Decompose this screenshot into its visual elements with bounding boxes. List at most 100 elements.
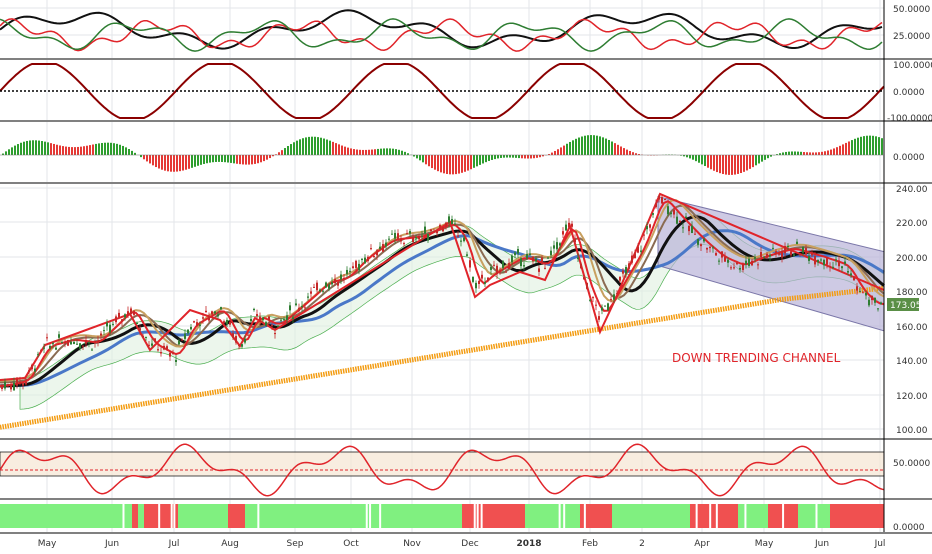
- candle-body: [505, 272, 507, 273]
- macd-bar: [368, 150, 370, 155]
- macd-bar: [158, 155, 160, 169]
- candle-body: [187, 330, 189, 334]
- macd-bar: [611, 142, 613, 155]
- macd-bar: [203, 155, 205, 164]
- macd-bar: [14, 146, 16, 155]
- macd-bar: [764, 155, 766, 160]
- macd-bar: [200, 155, 202, 165]
- candle-body: [115, 316, 117, 322]
- trend-gap: [563, 504, 565, 528]
- macd-bar: [296, 141, 298, 155]
- candle-body: [640, 251, 642, 252]
- candle-body: [454, 223, 456, 224]
- candle-body: [349, 271, 351, 272]
- macd-bar: [323, 139, 325, 155]
- macd-bar: [125, 147, 127, 155]
- macd-bar: [518, 155, 520, 158]
- candle-body: [124, 314, 126, 317]
- candle-body: [28, 370, 30, 372]
- price-tick-label: 200.00: [896, 254, 928, 264]
- macd-bar: [785, 152, 787, 155]
- candle-body: [421, 236, 423, 237]
- candle-body: [697, 239, 699, 245]
- candle-body: [688, 226, 690, 231]
- macd-bar: [860, 137, 862, 155]
- price-tick-label: 160.00: [896, 323, 928, 333]
- candle-body: [664, 199, 666, 200]
- candle-body: [163, 346, 165, 350]
- candle-body: [235, 336, 237, 343]
- price-tick-label: 240.00: [896, 185, 928, 195]
- macd-bar: [758, 155, 760, 163]
- candle-body: [253, 309, 255, 310]
- x-tick-label: Jul: [168, 539, 180, 549]
- macd-bar: [80, 147, 82, 155]
- macd-bar: [161, 155, 163, 170]
- macd-bar: [245, 155, 247, 165]
- candle-body: [583, 277, 585, 279]
- candle-body: [847, 271, 849, 273]
- candle-body: [67, 340, 69, 346]
- candle-body: [649, 224, 651, 227]
- macd-bar: [356, 150, 358, 155]
- macd-bar: [704, 155, 706, 166]
- candle-body: [247, 335, 249, 336]
- macd-bar: [719, 155, 721, 173]
- macd-bar: [506, 155, 508, 158]
- candle-body: [19, 382, 21, 383]
- candle-body: [532, 257, 534, 262]
- macd-bar: [866, 136, 868, 155]
- macd-bar: [449, 155, 451, 174]
- candle-body: [670, 213, 672, 214]
- candle-body: [286, 315, 288, 320]
- candle-body: [337, 282, 339, 286]
- candle-body: [466, 254, 468, 256]
- candle-body: [391, 234, 393, 235]
- macd-bar: [182, 155, 184, 171]
- macd-bar: [686, 155, 688, 157]
- macd-bar: [170, 155, 172, 172]
- macd-bar: [422, 155, 424, 162]
- candle-body: [346, 270, 348, 274]
- candle-body: [742, 264, 744, 270]
- candle-body: [610, 299, 612, 300]
- candle-body: [1, 385, 3, 389]
- macd-bar: [512, 155, 514, 158]
- candle-body: [262, 317, 264, 319]
- macd-bar: [299, 139, 301, 155]
- macd-bar: [146, 155, 148, 161]
- x-tick-label: Aug: [221, 539, 239, 549]
- candle-body: [781, 251, 783, 258]
- candle-body: [799, 254, 801, 255]
- macd-bar: [371, 150, 373, 155]
- macd-bar: [206, 155, 208, 163]
- trend-gap: [815, 504, 817, 528]
- candle-body: [874, 298, 876, 303]
- macd-bar: [812, 152, 814, 155]
- macd-bar: [113, 143, 115, 155]
- candle-body: [166, 346, 168, 349]
- macd-bar: [128, 149, 130, 155]
- last-price-label: 173.05: [890, 301, 922, 311]
- macd-bar: [266, 155, 268, 160]
- candle-body: [46, 337, 48, 338]
- candle-body: [592, 297, 594, 298]
- macd-bar: [302, 138, 304, 155]
- macd-bar: [119, 145, 121, 155]
- candle-body: [502, 261, 504, 268]
- x-tick-label: Jun: [814, 539, 829, 549]
- candle-body: [739, 268, 741, 269]
- macd-bar: [824, 151, 826, 155]
- macd-bar: [167, 155, 169, 171]
- macd-bar: [308, 137, 310, 155]
- candle-body: [772, 248, 774, 249]
- candle-body: [784, 246, 786, 253]
- macd-bar: [71, 147, 73, 155]
- candle-body: [376, 250, 378, 255]
- candle-body: [331, 282, 333, 284]
- candle-body: [877, 308, 879, 309]
- candle-body: [514, 253, 516, 256]
- macd-bar: [65, 147, 67, 155]
- candle-body: [214, 311, 216, 313]
- macd-bar: [455, 155, 457, 174]
